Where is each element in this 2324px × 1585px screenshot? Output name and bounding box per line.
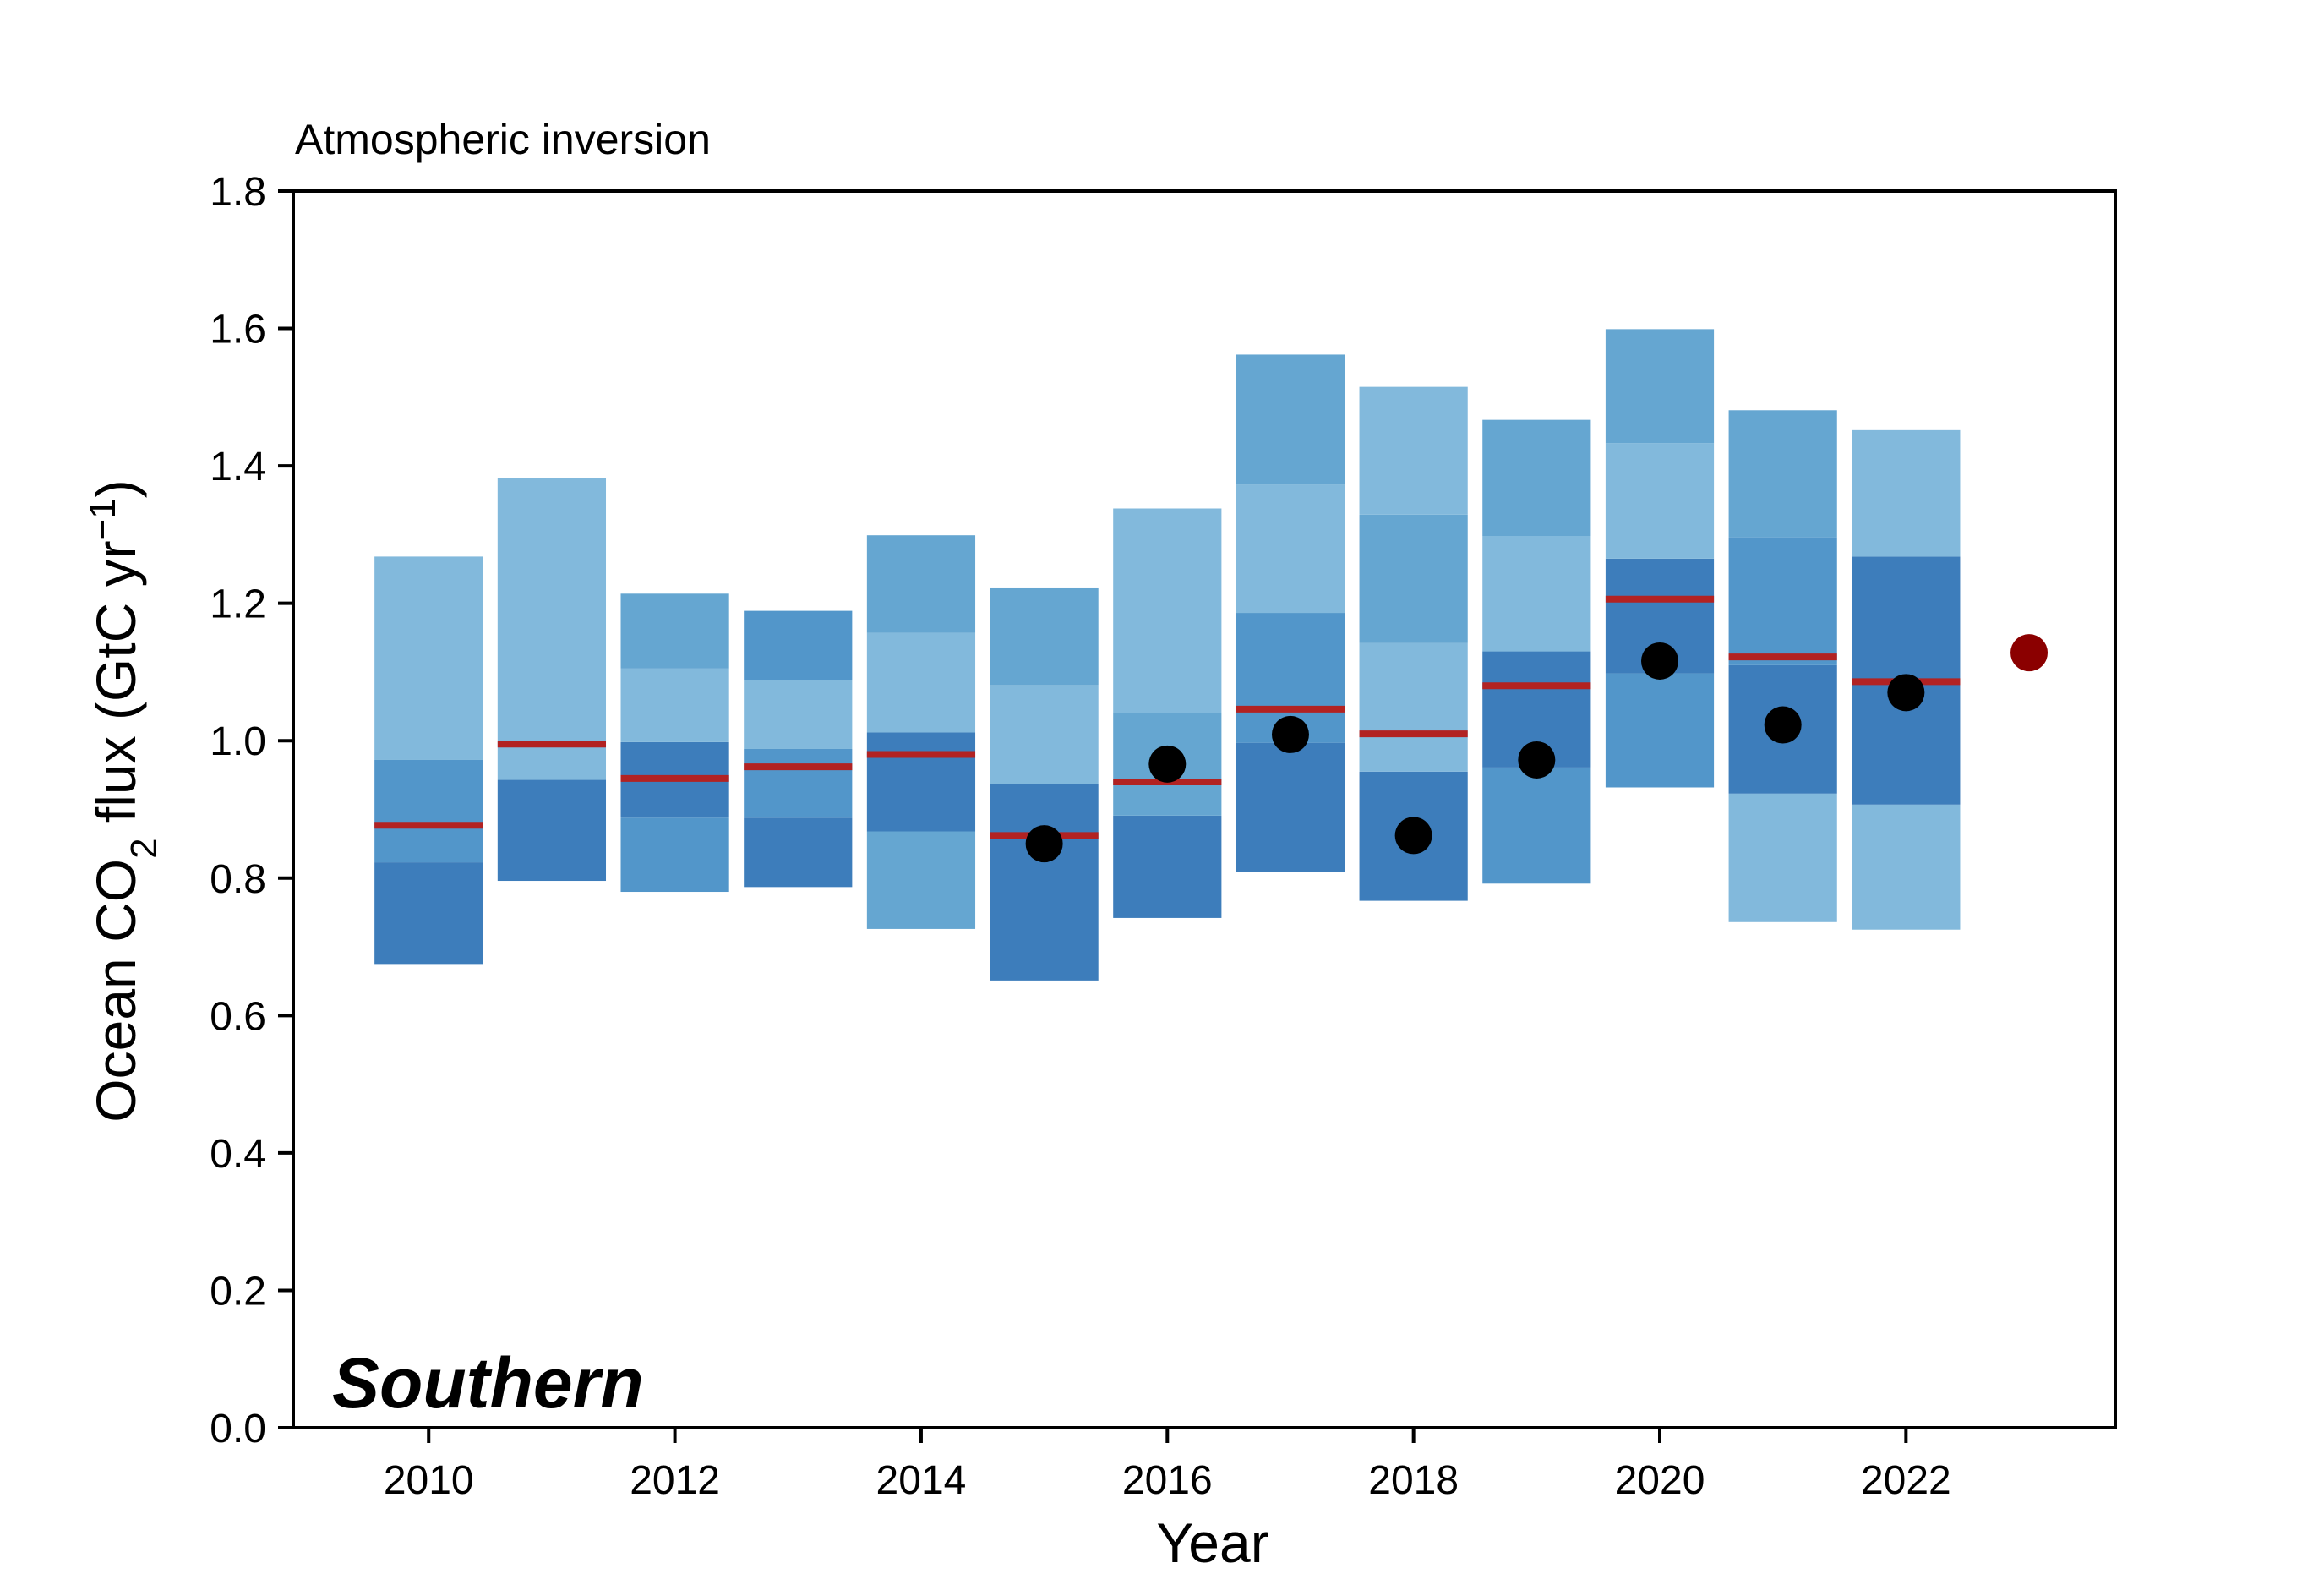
uncertainty-band-2014 (866, 732, 976, 832)
uncertainty-band-2014 (866, 632, 976, 733)
uncertainty-band-2022 (1852, 804, 1961, 930)
y-tick-label: 1.4 (210, 445, 266, 489)
uncertainty-band-2017 (1236, 354, 1345, 485)
uncertainty-band-2012 (620, 593, 729, 669)
y-axis-title: Ocean CO2 flux (GtC yr−1) (82, 479, 165, 1122)
y-tick-label: 0.6 (210, 994, 266, 1039)
uncertainty-band-2017 (1236, 484, 1345, 614)
uncertainty-band-2015 (990, 685, 1099, 784)
x-tick-label: 2018 (1368, 1458, 1459, 1503)
uncertainty-band-2013 (744, 817, 853, 888)
uncertainty-band-2020 (1605, 443, 1715, 559)
data-point-2022 (1887, 674, 1925, 712)
data-point-2019 (1518, 741, 1556, 779)
y-tick-label: 0.2 (210, 1269, 266, 1314)
y-tick-label: 0.0 (210, 1407, 266, 1451)
uncertainty-band-2018 (1359, 386, 1468, 515)
x-tick-label: 2016 (1122, 1458, 1213, 1503)
uncertainty-band-2022 (1852, 429, 1961, 557)
x-axis: 2010 2012 2014 2016 2018 2020 2022 (384, 1428, 1951, 1503)
uncertainty-band-2010 (374, 862, 483, 965)
uncertainty-band-2014 (866, 535, 976, 633)
uncertainty-band-2018 (1359, 514, 1468, 643)
uncertainty-band-2011 (497, 779, 607, 882)
uncertainty-band-2015 (990, 587, 1099, 686)
x-tick-label: 2010 (384, 1458, 474, 1503)
uncertainty-band-2020 (1605, 673, 1715, 788)
plot-frame (292, 189, 2117, 1429)
data-point-2021 (1764, 706, 1802, 744)
data-point-2018 (1394, 817, 1432, 855)
uncertainty-band-2019 (1482, 419, 1591, 537)
y-axis-title-superscript: −1 (82, 498, 123, 540)
uncertainty-band-2020 (1605, 329, 1715, 444)
projection-point-2023 (2010, 634, 2049, 672)
uncertainty-band-2018 (1359, 642, 1468, 772)
y-axis: 0.0 0.2 0.4 0.6 0.8 1.0 1.2 1.4 1.6 1.8 (210, 170, 293, 1451)
y-tick-label: 0.4 (210, 1132, 266, 1177)
uncertainty-band-2010 (374, 556, 483, 760)
points-layer (1025, 634, 2049, 863)
x-axis-title: Year (1156, 1511, 1268, 1574)
data-point-2015 (1025, 825, 1063, 863)
y-tick-label: 1.8 (210, 170, 266, 215)
x-tick-label: 2022 (1861, 1458, 1951, 1503)
y-tick-label: 1.2 (210, 582, 266, 627)
region-label: Southern (332, 1343, 644, 1423)
data-point-2017 (1271, 715, 1309, 753)
uncertainty-band-2013 (744, 748, 853, 818)
y-axis-title-part: ) (85, 479, 147, 498)
data-point-2020 (1641, 642, 1678, 680)
uncertainty-band-2013 (744, 610, 853, 680)
uncertainty-band-2021 (1728, 793, 1837, 922)
uncertainty-band-2017 (1236, 742, 1345, 872)
uncertainty-band-2012 (620, 668, 729, 742)
chart-title: Atmospheric inversion (295, 116, 711, 163)
uncertainty-band-2019 (1482, 536, 1591, 652)
uncertainty-band-2014 (866, 831, 976, 929)
uncertainty-band-2015 (990, 784, 1099, 981)
x-tick-label: 2012 (630, 1458, 720, 1503)
uncertainty-band-2016 (1113, 815, 1222, 918)
uncertainty-band-2016 (1113, 508, 1222, 713)
y-tick-label: 1.0 (210, 719, 266, 764)
data-point-2016 (1148, 745, 1187, 783)
uncertainty-band-2013 (744, 680, 853, 749)
uncertainty-band-2021 (1728, 537, 1837, 665)
y-axis-title-subscript: 2 (123, 838, 165, 858)
x-tick-label: 2014 (876, 1458, 967, 1503)
y-axis-title-part: Ocean CO (85, 859, 147, 1123)
bars-layer (374, 329, 1961, 981)
y-tick-label: 1.6 (210, 308, 266, 353)
y-axis-title-part: flux (GtC yr (85, 540, 147, 838)
uncertainty-band-2012 (620, 817, 729, 893)
y-tick-label: 0.8 (210, 857, 266, 902)
x-tick-label: 2020 (1615, 1458, 1705, 1503)
uncertainty-band-2021 (1728, 410, 1837, 538)
uncertainty-band-2011 (497, 478, 607, 780)
uncertainty-band-2019 (1482, 767, 1591, 884)
uncertainty-band-2010 (374, 759, 483, 863)
